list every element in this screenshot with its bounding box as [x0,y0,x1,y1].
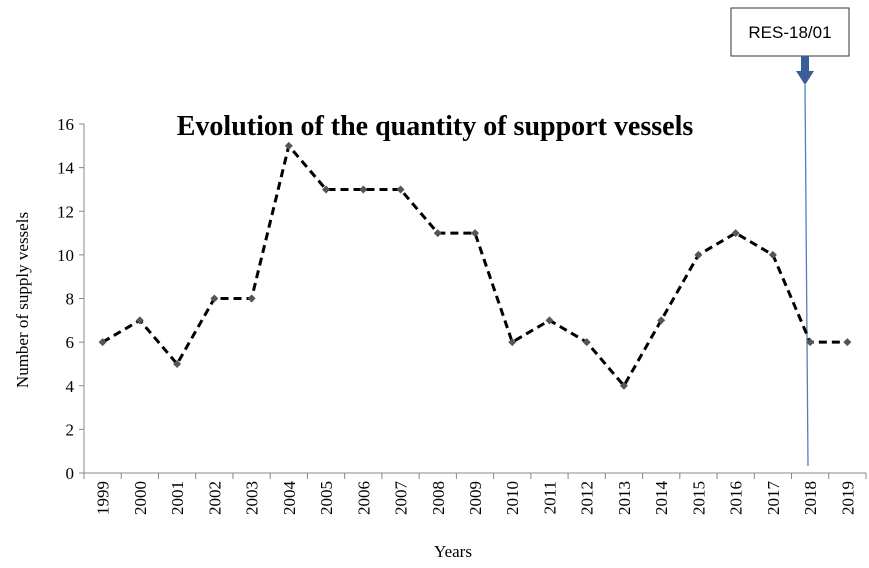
y-tick-label: 14 [57,159,75,178]
data-point [694,250,703,259]
y-tick-label: 4 [66,377,75,396]
annotation-box [730,7,850,57]
chart-title: Evolution of the quantity of support ves… [177,111,694,142]
data-point [396,185,405,194]
data-point [806,338,815,347]
y-tick-label: 0 [66,464,75,483]
y-tick-label: 16 [57,115,74,134]
x-tick-label: 2006 [354,481,373,515]
data-point [359,185,368,194]
data-point [210,294,219,303]
x-tick-label: 2003 [243,481,262,515]
x-tick-label: 2007 [392,481,411,516]
y-tick-label: 8 [66,290,75,309]
annotation-arrow-head [796,71,814,85]
annotation-arrow-shaft [801,56,809,73]
data-point [173,359,182,368]
data-point [657,316,666,325]
annotation-text: RES-18/01 [748,23,831,42]
data-line [101,142,848,389]
y-axis-title: Number of supply vessels [13,212,32,388]
x-tick-label: 2018 [801,481,820,515]
x-tick-label: 2012 [578,481,597,515]
y-tick-label: 2 [66,420,75,439]
x-tick-label: 2011 [540,481,559,514]
x-tick-label: 1999 [94,481,113,515]
x-tick-label: 2017 [764,481,783,516]
x-tick-label: 2009 [466,481,485,515]
y-tick-label: 10 [57,246,74,265]
x-tick-label: 2005 [317,481,336,515]
x-axis-title: Years [434,542,472,561]
data-point [582,338,591,347]
data-point [98,338,107,347]
data-point [545,316,554,325]
x-tick-label: 2004 [280,481,299,516]
data-point [433,229,442,238]
x-tick-label: 2000 [131,481,150,515]
y-tick-label: 12 [57,202,74,221]
x-tick-label: 2014 [652,481,671,516]
data-point [471,229,479,238]
x-tick-label: 2016 [727,481,746,515]
data-point [322,185,331,194]
data-point [768,250,777,259]
data-point [247,294,256,303]
x-tick-label: 2010 [503,481,522,515]
x-tick-label: 2019 [838,481,857,515]
x-tick-label: 2001 [168,481,187,515]
data-point [843,338,852,347]
annotation-line [804,84,809,467]
y-tick-label: 6 [66,333,75,352]
data-point [508,338,517,347]
data-point [284,141,293,150]
data-point [619,381,628,390]
data-point [135,316,144,325]
x-tick-label: 2002 [205,481,224,515]
x-tick-label: 2013 [615,481,634,515]
data-point [731,229,740,238]
x-tick-label: 2015 [689,481,708,515]
x-tick-label: 2008 [429,481,448,515]
